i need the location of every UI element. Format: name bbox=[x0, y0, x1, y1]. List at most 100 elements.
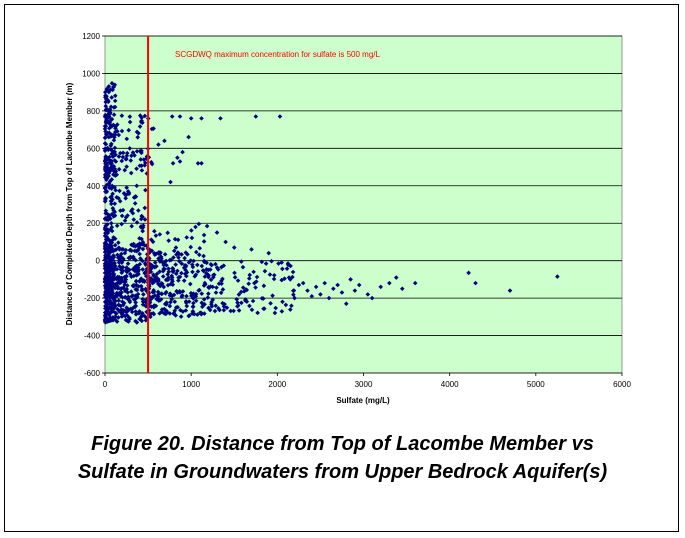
data-point bbox=[170, 269, 176, 274]
data-point bbox=[135, 269, 141, 274]
data-point bbox=[222, 301, 227, 307]
data-point bbox=[114, 276, 119, 282]
data-point bbox=[167, 303, 173, 309]
data-point bbox=[204, 267, 209, 272]
data-point bbox=[466, 270, 471, 276]
data-point bbox=[116, 154, 122, 159]
data-point bbox=[113, 124, 118, 129]
data-point bbox=[134, 183, 140, 189]
data-point bbox=[144, 309, 149, 315]
data-point bbox=[111, 122, 116, 128]
data-point bbox=[235, 303, 241, 308]
data-point bbox=[124, 185, 129, 190]
data-point bbox=[107, 256, 113, 262]
data-point bbox=[170, 161, 176, 166]
data-point bbox=[112, 305, 117, 311]
data-point bbox=[235, 300, 240, 305]
data-point bbox=[202, 274, 208, 279]
x-tick-label: 4000 bbox=[441, 380, 459, 389]
data-point bbox=[107, 227, 113, 233]
data-point bbox=[219, 281, 224, 286]
data-point bbox=[169, 114, 175, 119]
data-point bbox=[280, 266, 285, 272]
data-point bbox=[117, 188, 122, 194]
data-point bbox=[134, 148, 140, 154]
data-point bbox=[109, 211, 115, 217]
data-point bbox=[220, 276, 225, 282]
data-point bbox=[262, 268, 268, 274]
data-point bbox=[117, 280, 122, 286]
data-point bbox=[131, 241, 136, 247]
data-point bbox=[231, 308, 236, 314]
data-point bbox=[152, 264, 158, 270]
data-point bbox=[139, 318, 145, 324]
data-point bbox=[103, 306, 108, 311]
data-point bbox=[103, 89, 108, 95]
data-point bbox=[220, 287, 226, 292]
data-point bbox=[271, 276, 277, 282]
data-point bbox=[168, 299, 173, 305]
data-point bbox=[142, 217, 148, 222]
data-point bbox=[292, 295, 297, 301]
data-point bbox=[115, 129, 120, 134]
data-point bbox=[113, 314, 118, 320]
data-point bbox=[169, 296, 175, 302]
data-point bbox=[134, 248, 139, 254]
data-point bbox=[106, 147, 111, 153]
figure-caption: Figure 20. Distance from Top of Lacombe … bbox=[0, 430, 685, 486]
data-point bbox=[123, 192, 129, 197]
data-point bbox=[235, 278, 241, 283]
data-point bbox=[204, 223, 210, 229]
data-point bbox=[124, 136, 130, 142]
data-point bbox=[127, 146, 133, 151]
data-point bbox=[143, 262, 148, 267]
data-point bbox=[254, 274, 260, 280]
data-point bbox=[176, 255, 181, 260]
data-point bbox=[228, 308, 233, 314]
data-point bbox=[147, 300, 152, 306]
data-point bbox=[116, 195, 121, 201]
data-point bbox=[236, 308, 242, 313]
data-point bbox=[150, 280, 155, 286]
data-point bbox=[103, 254, 108, 260]
data-point bbox=[105, 246, 110, 251]
data-point bbox=[174, 288, 179, 294]
data-point bbox=[140, 310, 145, 316]
y-axis-ticks: 1200 1000 800 600 400 200 0 -200 -400 -600 bbox=[82, 32, 105, 378]
data-point bbox=[201, 239, 207, 244]
data-point bbox=[187, 313, 192, 318]
data-point bbox=[253, 285, 258, 290]
data-point bbox=[140, 299, 146, 304]
data-point bbox=[138, 256, 143, 261]
data-point bbox=[201, 268, 206, 274]
data-point bbox=[124, 265, 129, 270]
data-point bbox=[138, 216, 144, 222]
data-point bbox=[296, 282, 302, 288]
data-points bbox=[102, 81, 560, 325]
data-point bbox=[111, 277, 117, 282]
data-point bbox=[182, 255, 187, 261]
data-point bbox=[255, 310, 260, 316]
data-point bbox=[112, 158, 117, 163]
data-point bbox=[130, 150, 136, 155]
data-point bbox=[109, 261, 114, 267]
data-point bbox=[254, 279, 259, 284]
data-point bbox=[136, 130, 141, 136]
data-point bbox=[188, 116, 194, 121]
data-point bbox=[140, 225, 146, 230]
data-point bbox=[137, 251, 142, 257]
data-point bbox=[104, 160, 109, 165]
data-point bbox=[252, 280, 257, 286]
data-point bbox=[106, 173, 111, 179]
data-point bbox=[104, 297, 110, 303]
data-point bbox=[169, 281, 175, 287]
data-point bbox=[152, 228, 157, 234]
data-point bbox=[112, 297, 117, 303]
data-point bbox=[137, 261, 143, 267]
data-point bbox=[124, 164, 129, 169]
data-point bbox=[211, 272, 216, 278]
data-point bbox=[103, 94, 109, 100]
data-point bbox=[116, 260, 122, 265]
data-point bbox=[151, 304, 157, 309]
data-point bbox=[153, 274, 159, 280]
